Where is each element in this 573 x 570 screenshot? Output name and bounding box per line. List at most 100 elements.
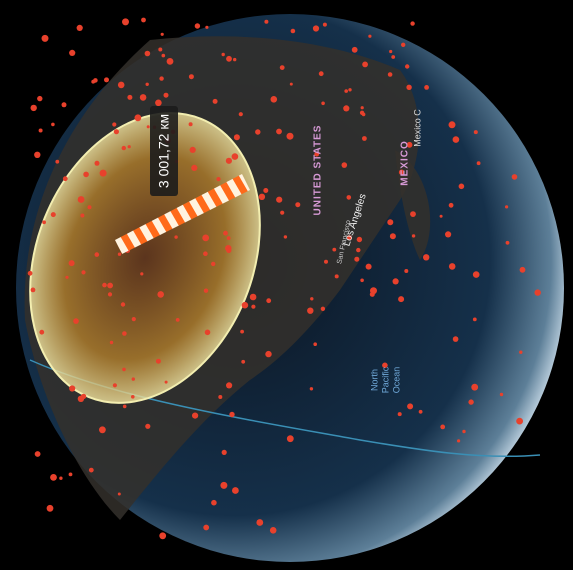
marker	[80, 213, 85, 218]
marker	[99, 426, 106, 434]
marker	[382, 362, 388, 369]
marker	[410, 21, 415, 26]
marker	[225, 157, 232, 164]
marker	[117, 252, 122, 256]
marker	[343, 105, 350, 112]
marker	[113, 129, 119, 135]
marker	[362, 136, 367, 141]
marker	[387, 72, 393, 77]
marker	[368, 34, 372, 38]
marker	[462, 429, 466, 434]
marker	[256, 519, 264, 526]
country-label: MEXICO	[400, 140, 411, 185]
marker	[226, 382, 233, 389]
marker	[354, 256, 360, 262]
marker	[42, 220, 46, 225]
marker	[423, 254, 430, 261]
marker	[59, 476, 63, 480]
marker	[445, 231, 452, 238]
marker	[279, 65, 285, 70]
marker	[360, 278, 364, 283]
marker	[361, 112, 366, 117]
marker	[146, 125, 150, 129]
marker	[283, 235, 288, 239]
marker	[51, 122, 55, 127]
marker	[160, 32, 164, 36]
marker	[191, 164, 198, 171]
marker	[411, 234, 416, 238]
marker	[68, 472, 73, 477]
marker	[145, 82, 149, 87]
marker	[360, 106, 364, 110]
marker	[233, 57, 237, 62]
marker	[127, 145, 131, 149]
marker	[50, 212, 56, 218]
marker	[218, 395, 223, 399]
marker	[127, 94, 133, 100]
marker	[87, 205, 92, 210]
marker	[341, 162, 348, 168]
marker	[93, 78, 98, 83]
marker	[365, 263, 372, 270]
marker	[286, 435, 294, 443]
marker	[240, 329, 245, 334]
marker	[38, 128, 43, 133]
marker	[65, 275, 69, 279]
marker	[476, 161, 481, 166]
marker	[519, 350, 523, 354]
marker	[280, 210, 285, 215]
measure-label: 3 001,72 км	[156, 114, 172, 188]
marker	[141, 17, 146, 23]
marker	[194, 23, 201, 29]
marker	[134, 114, 142, 122]
marker	[155, 358, 161, 364]
marker	[163, 92, 169, 98]
marker	[398, 296, 405, 303]
marker	[389, 49, 393, 54]
marker	[203, 524, 210, 531]
marker	[241, 301, 249, 309]
marker	[318, 71, 324, 77]
marker	[410, 211, 416, 218]
marker	[362, 61, 368, 68]
marker	[221, 52, 225, 57]
marker	[131, 377, 135, 381]
marker	[471, 383, 479, 391]
marker	[313, 342, 318, 347]
marker	[473, 130, 478, 135]
marker	[356, 247, 361, 253]
marker	[346, 195, 352, 200]
marker	[406, 84, 412, 91]
marker	[346, 235, 352, 241]
marker	[310, 297, 314, 301]
marker	[286, 132, 294, 140]
marker	[202, 234, 210, 242]
marker	[398, 169, 405, 175]
marker	[30, 287, 36, 293]
marker	[39, 329, 45, 335]
ocean-label: North	[369, 369, 379, 391]
marker	[448, 263, 456, 270]
marker	[157, 291, 164, 298]
marker	[131, 395, 135, 399]
marker	[448, 202, 454, 208]
marker	[223, 230, 228, 236]
marker	[233, 134, 240, 141]
marker	[232, 487, 239, 494]
marker	[418, 409, 423, 414]
marker	[211, 499, 217, 506]
measure-box	[150, 106, 178, 196]
marker	[251, 304, 256, 309]
marker	[264, 19, 269, 24]
marker	[369, 291, 375, 297]
marker	[387, 219, 394, 226]
marker	[122, 404, 127, 409]
marker	[406, 141, 413, 148]
marker	[188, 122, 193, 127]
marker	[324, 259, 328, 264]
marker	[120, 302, 126, 307]
marker	[159, 76, 164, 81]
marker	[107, 292, 113, 297]
marker	[88, 467, 94, 473]
city-label: Mexico C	[412, 109, 422, 147]
